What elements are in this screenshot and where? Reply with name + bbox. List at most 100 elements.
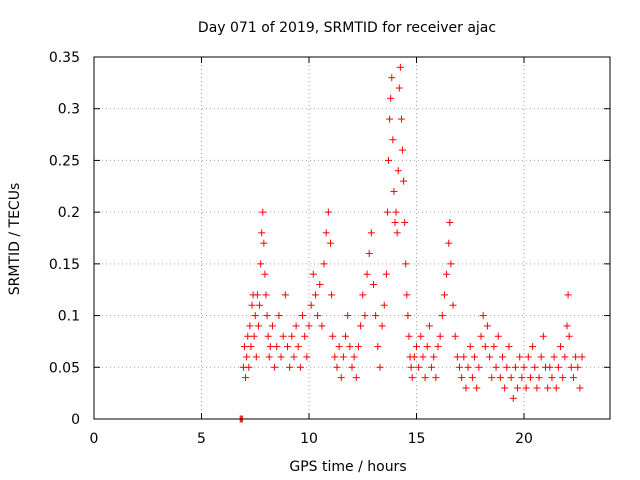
data-point [299,312,307,320]
data-point [275,312,283,320]
data-point [281,291,289,299]
data-point [359,291,367,299]
data-point [468,374,476,382]
data-point [572,353,580,361]
data-point [256,301,264,309]
data-point [322,229,330,237]
data-point [400,177,408,185]
data-point [284,343,291,351]
data-point [473,384,481,392]
data-point [357,322,365,330]
data-point [446,218,454,226]
data-point [258,229,266,237]
data-point [567,363,575,371]
data-point [354,343,362,351]
data-point [244,332,252,340]
data-point [415,363,423,371]
data-point [471,353,479,361]
data-point [296,363,304,371]
data-point [342,332,350,340]
data-point [554,363,562,371]
data-point [539,332,547,340]
data-point [254,322,262,330]
data-point [475,363,483,371]
data-point [318,322,326,330]
data-point [492,363,500,371]
data-point [479,312,487,320]
data-point [247,343,255,351]
data-point [526,374,534,382]
data-point [273,343,281,351]
data-point [561,353,569,361]
data-point [569,374,577,382]
data-point [564,291,572,299]
y-tick-label: 0.2 [58,205,80,221]
data-point [253,291,261,299]
data-point [309,270,317,278]
data-point [257,260,265,268]
data-point [481,343,489,351]
y-axis-label: SRMTID / TECUs [7,183,23,296]
data-point [563,322,571,330]
data-point [410,353,418,361]
data-point [335,343,343,351]
data-point [279,332,287,340]
x-axis-label: GPS time / hours [289,459,406,475]
data-point [393,229,401,237]
data-point [516,353,524,361]
data-point [386,115,394,123]
data-point [292,322,300,330]
data-point [548,374,556,382]
data-point [361,312,369,320]
data-point [392,208,400,216]
data-point [505,343,513,351]
data-point [404,312,412,320]
data-point [430,353,438,361]
data-point [376,363,384,371]
data-point [331,353,339,361]
data-point [333,363,341,371]
chart-title: Day 071 of 2019, SRMTID for receiver aja… [198,20,496,36]
data-point [466,343,474,351]
data-point [436,332,444,340]
data-point [352,374,360,382]
data-point [367,229,375,237]
data-point [428,363,436,371]
plot-frame [93,56,611,420]
data-point [499,353,506,361]
data-point [574,363,582,371]
data-point [248,301,256,309]
data-point [535,374,543,382]
data-point [277,353,285,361]
data-point [488,374,496,382]
data-point [262,291,270,299]
data-point [288,332,296,340]
data-point [396,63,404,71]
y-tick-label: 0.3 [58,102,80,118]
x-tick-labels: 0 5 10 15 20 [90,431,533,447]
data-point [382,270,390,278]
data-point [421,374,429,382]
data-point [477,332,485,340]
data-point [380,301,388,309]
data-point [242,374,250,382]
data-point [494,332,502,340]
data-point [402,260,410,268]
data-point [520,363,528,371]
data-point [261,270,269,278]
data-point [503,363,511,371]
data-point [460,353,468,361]
data-point [348,363,356,371]
data-point [501,384,509,392]
data-point [507,374,515,382]
data-point [403,291,411,299]
data-point [524,353,532,361]
data-point [265,353,273,361]
data-point [576,384,584,392]
data-point [486,353,494,361]
data-point [346,343,354,351]
data-point [337,374,345,382]
data-point [464,363,472,371]
data-point [397,115,405,123]
